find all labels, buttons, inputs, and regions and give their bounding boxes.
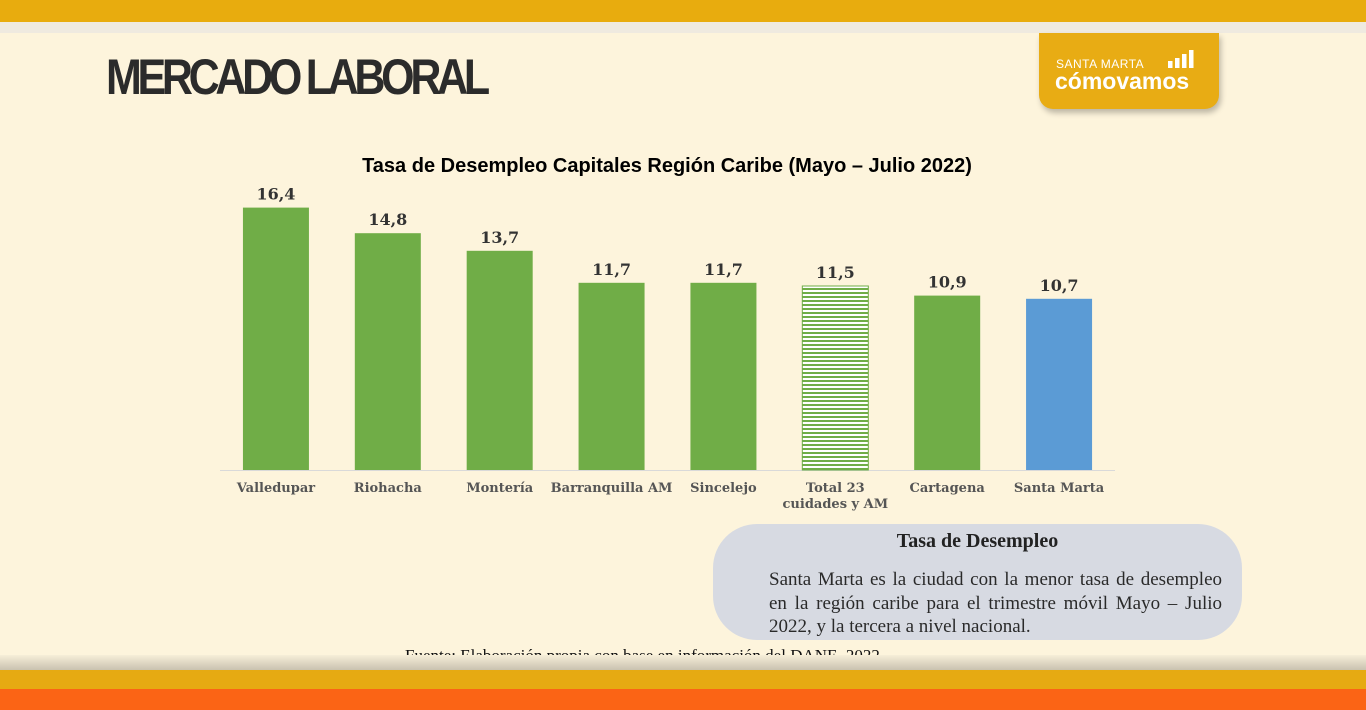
brand-logo: SANTA MARTA cómovamos <box>1039 33 1219 109</box>
data-label-6: 10,9 <box>928 273 967 292</box>
bottom-shadow-band <box>0 655 1366 670</box>
data-label-7: 10,7 <box>1040 276 1079 295</box>
category-label-4: Sincelejo <box>690 481 757 496</box>
bar-6 <box>914 295 981 470</box>
bar-5 <box>801 285 869 471</box>
bar-3 <box>578 282 645 470</box>
top-accent-bar <box>0 0 1366 22</box>
data-label-5: 11,5 <box>816 263 855 282</box>
bar-4 <box>690 282 757 470</box>
top-divider-strip <box>0 22 1366 33</box>
category-label-1: Riohacha <box>354 481 423 496</box>
bottom-gold-band <box>0 670 1366 689</box>
logo-small-text: SANTA MARTA <box>1056 57 1145 71</box>
bottom-orange-band <box>0 689 1366 710</box>
data-label-2: 13,7 <box>480 228 519 247</box>
info-box-text: Santa Marta es la ciudad con la menor ta… <box>769 569 1222 637</box>
data-label-4: 11,7 <box>704 260 743 279</box>
category-label-3: Barranquilla AM <box>551 481 673 496</box>
data-label-1: 14,8 <box>368 210 407 229</box>
category-label-5: Total 23 <box>806 481 865 496</box>
data-label-0: 16,4 <box>256 185 295 204</box>
info-box: Tasa de Desempleo Santa Marta es la ciud… <box>713 524 1242 640</box>
bar-chart-icon <box>1168 50 1194 68</box>
category-label-6: Cartagena <box>910 481 986 496</box>
data-label-3: 11,7 <box>592 260 631 279</box>
category-label-5: cuidades y AM <box>783 497 889 512</box>
bar-2 <box>466 250 533 470</box>
logo-big-text: cómovamos <box>1055 68 1190 94</box>
info-box-title: Tasa de Desempleo <box>896 530 1059 552</box>
category-label-2: Montería <box>466 481 534 496</box>
chart-title: Tasa de Desempleo Capitales Región Carib… <box>362 155 972 177</box>
category-label-0: Valledupar <box>236 481 316 496</box>
bar-7 <box>1026 298 1093 470</box>
category-label-7: Santa Marta <box>1014 481 1105 496</box>
bar-0 <box>242 207 309 470</box>
slide-title: MERCADO LABORAL <box>106 49 490 105</box>
bar-1 <box>354 233 421 470</box>
